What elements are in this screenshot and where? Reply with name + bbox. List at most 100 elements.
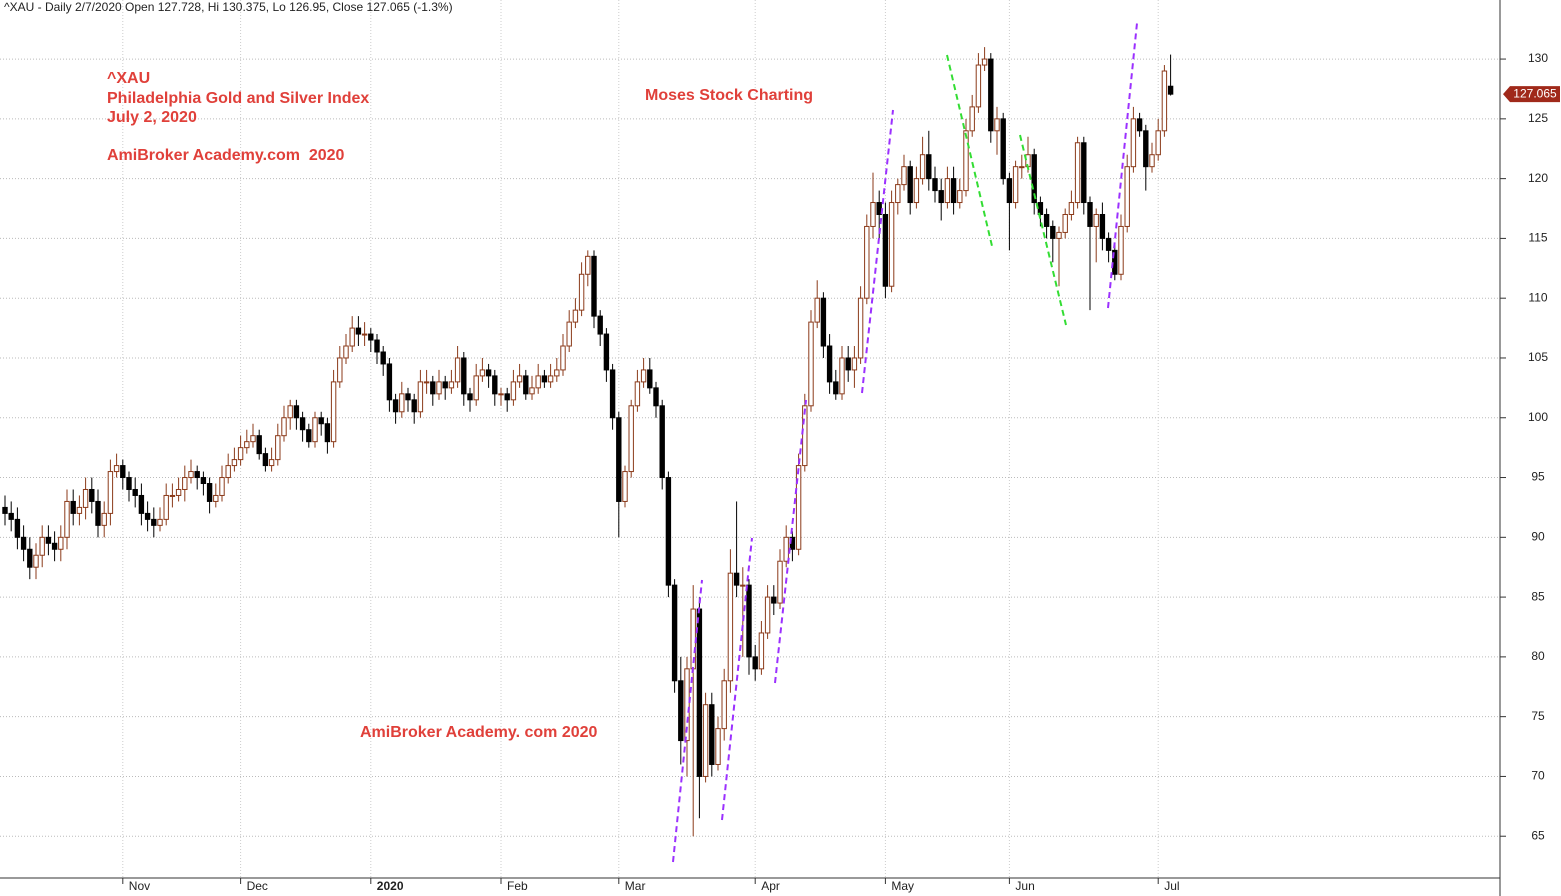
candle-body xyxy=(1006,178,1013,204)
candle-body xyxy=(591,255,597,317)
y-tick-label: 65 xyxy=(1531,828,1545,842)
candle-body xyxy=(1043,213,1050,227)
candle-body xyxy=(851,357,858,371)
candle-body xyxy=(857,297,864,359)
candle-body xyxy=(709,704,715,765)
candle-body xyxy=(994,118,1000,132)
candle-body xyxy=(733,572,740,586)
candle-body xyxy=(423,381,430,384)
candle-body xyxy=(510,381,517,401)
candle-body xyxy=(1068,202,1075,215)
candle-body xyxy=(944,178,951,204)
candle-body xyxy=(82,488,89,508)
candle-body xyxy=(1149,154,1155,168)
candle-body xyxy=(957,190,963,204)
candle-body xyxy=(1074,142,1081,204)
candle-body xyxy=(969,106,975,132)
y-tick-label: 95 xyxy=(1531,470,1545,484)
candle-body xyxy=(950,178,957,204)
candle-body xyxy=(237,447,244,461)
x-tick-label: Apr xyxy=(761,879,780,893)
trend-line xyxy=(1107,22,1138,309)
candle-body xyxy=(839,357,845,395)
candle-body xyxy=(8,512,14,520)
candle-body xyxy=(1161,70,1168,132)
candle-body xyxy=(1105,237,1112,251)
candle-body xyxy=(541,375,548,383)
candle-body xyxy=(616,417,622,502)
candle-body xyxy=(343,345,349,359)
candle-body xyxy=(436,381,442,395)
trend-lines xyxy=(672,22,1138,863)
candle-body xyxy=(169,494,176,497)
candle-body xyxy=(306,429,312,443)
candle-body xyxy=(1000,118,1006,180)
candle-body xyxy=(1093,213,1099,227)
candle-body xyxy=(64,500,70,538)
candle-body xyxy=(609,369,616,419)
candle-body xyxy=(374,339,380,353)
candle-body xyxy=(157,518,163,526)
candle-body xyxy=(479,369,486,377)
candle-body xyxy=(76,506,83,514)
candle-body xyxy=(89,488,95,502)
candle-body xyxy=(535,375,541,389)
candle-body xyxy=(845,357,851,371)
candles xyxy=(2,47,1174,837)
candle-body xyxy=(318,417,324,425)
candle-body xyxy=(281,417,287,437)
candle-body xyxy=(678,680,684,742)
candle-body xyxy=(547,375,554,383)
annotation: AmiBroker Academy.com 2020 xyxy=(107,147,345,164)
candle-body xyxy=(1037,202,1044,215)
candle-body xyxy=(1050,225,1056,239)
candle-body xyxy=(231,459,238,467)
candle-body xyxy=(901,166,907,186)
candle-body xyxy=(1012,166,1019,204)
candle-body xyxy=(132,488,138,496)
candle-body xyxy=(213,494,219,502)
candle-body xyxy=(262,453,269,467)
candle-body xyxy=(107,471,114,514)
y-tick-label: 100 xyxy=(1528,410,1548,424)
candle-body xyxy=(777,560,783,604)
x-tick-label: 2020 xyxy=(377,879,404,893)
candle-body xyxy=(653,387,659,407)
candle-body xyxy=(268,459,275,467)
candle-body xyxy=(919,154,926,180)
candle-body xyxy=(926,154,932,180)
candle-body xyxy=(746,584,752,658)
annotation: Moses Stock Charting xyxy=(645,87,813,104)
candle-body xyxy=(244,441,250,449)
candle-body xyxy=(163,494,169,520)
x-tick-label: Jul xyxy=(1164,879,1179,893)
y-tick-label: 110 xyxy=(1528,290,1547,304)
candle-body xyxy=(225,465,231,479)
candle-body xyxy=(287,405,293,419)
y-tick-label: 80 xyxy=(1531,649,1545,663)
annotation: July 2, 2020 xyxy=(107,109,197,126)
y-tick-label: 120 xyxy=(1528,171,1548,185)
candle-body xyxy=(727,572,734,682)
candle-body xyxy=(578,273,585,311)
y-tick-label: 105 xyxy=(1528,350,1548,364)
candle-body xyxy=(194,471,200,479)
candle-body xyxy=(938,190,944,204)
x-tick-label: Dec xyxy=(247,879,268,893)
candle-body xyxy=(628,405,634,473)
candle-body xyxy=(58,536,64,550)
candle-body xyxy=(442,381,448,389)
candle-body xyxy=(275,435,281,461)
candle-body xyxy=(981,58,988,66)
candle-body xyxy=(312,417,318,443)
candle-body xyxy=(882,213,889,287)
candle-body xyxy=(560,345,566,371)
candle-body xyxy=(504,393,510,401)
candle-body xyxy=(975,64,982,108)
candle-body xyxy=(250,435,256,443)
candle-body xyxy=(33,554,39,568)
candle-body xyxy=(188,471,194,479)
y-tick-label: 115 xyxy=(1528,231,1547,245)
candle-body xyxy=(70,500,76,514)
